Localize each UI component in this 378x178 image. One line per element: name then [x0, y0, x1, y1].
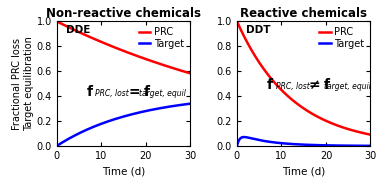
Text: $\bf{f}$: $\bf{f}$ [86, 84, 94, 99]
Legend: PRC, Target: PRC, Target [318, 26, 366, 50]
Y-axis label: Fractional PRC loss
Target equilibration: Fractional PRC loss Target equilibration [12, 36, 34, 131]
Title: Reactive chemicals: Reactive chemicals [240, 7, 367, 20]
X-axis label: Time (d): Time (d) [282, 166, 325, 176]
Legend: PRC, Target: PRC, Target [138, 26, 185, 50]
Text: DDT: DDT [246, 25, 271, 35]
Text: target, equil: target, equil [139, 89, 186, 98]
Text: $\bf{\neq f}$: $\bf{\neq f}$ [306, 77, 332, 92]
Text: $\bf{= f}$: $\bf{= f}$ [126, 84, 151, 99]
Text: PRC, lost: PRC, lost [95, 89, 129, 98]
Text: target, equil: target, equil [324, 82, 370, 91]
Text: PRC, lost: PRC, lost [276, 82, 310, 91]
Title: Non-reactive chemicals: Non-reactive chemicals [46, 7, 201, 20]
Text: $\bf{f}$: $\bf{f}$ [266, 77, 274, 92]
Text: DDE: DDE [66, 25, 90, 35]
X-axis label: Time (d): Time (d) [102, 166, 145, 176]
